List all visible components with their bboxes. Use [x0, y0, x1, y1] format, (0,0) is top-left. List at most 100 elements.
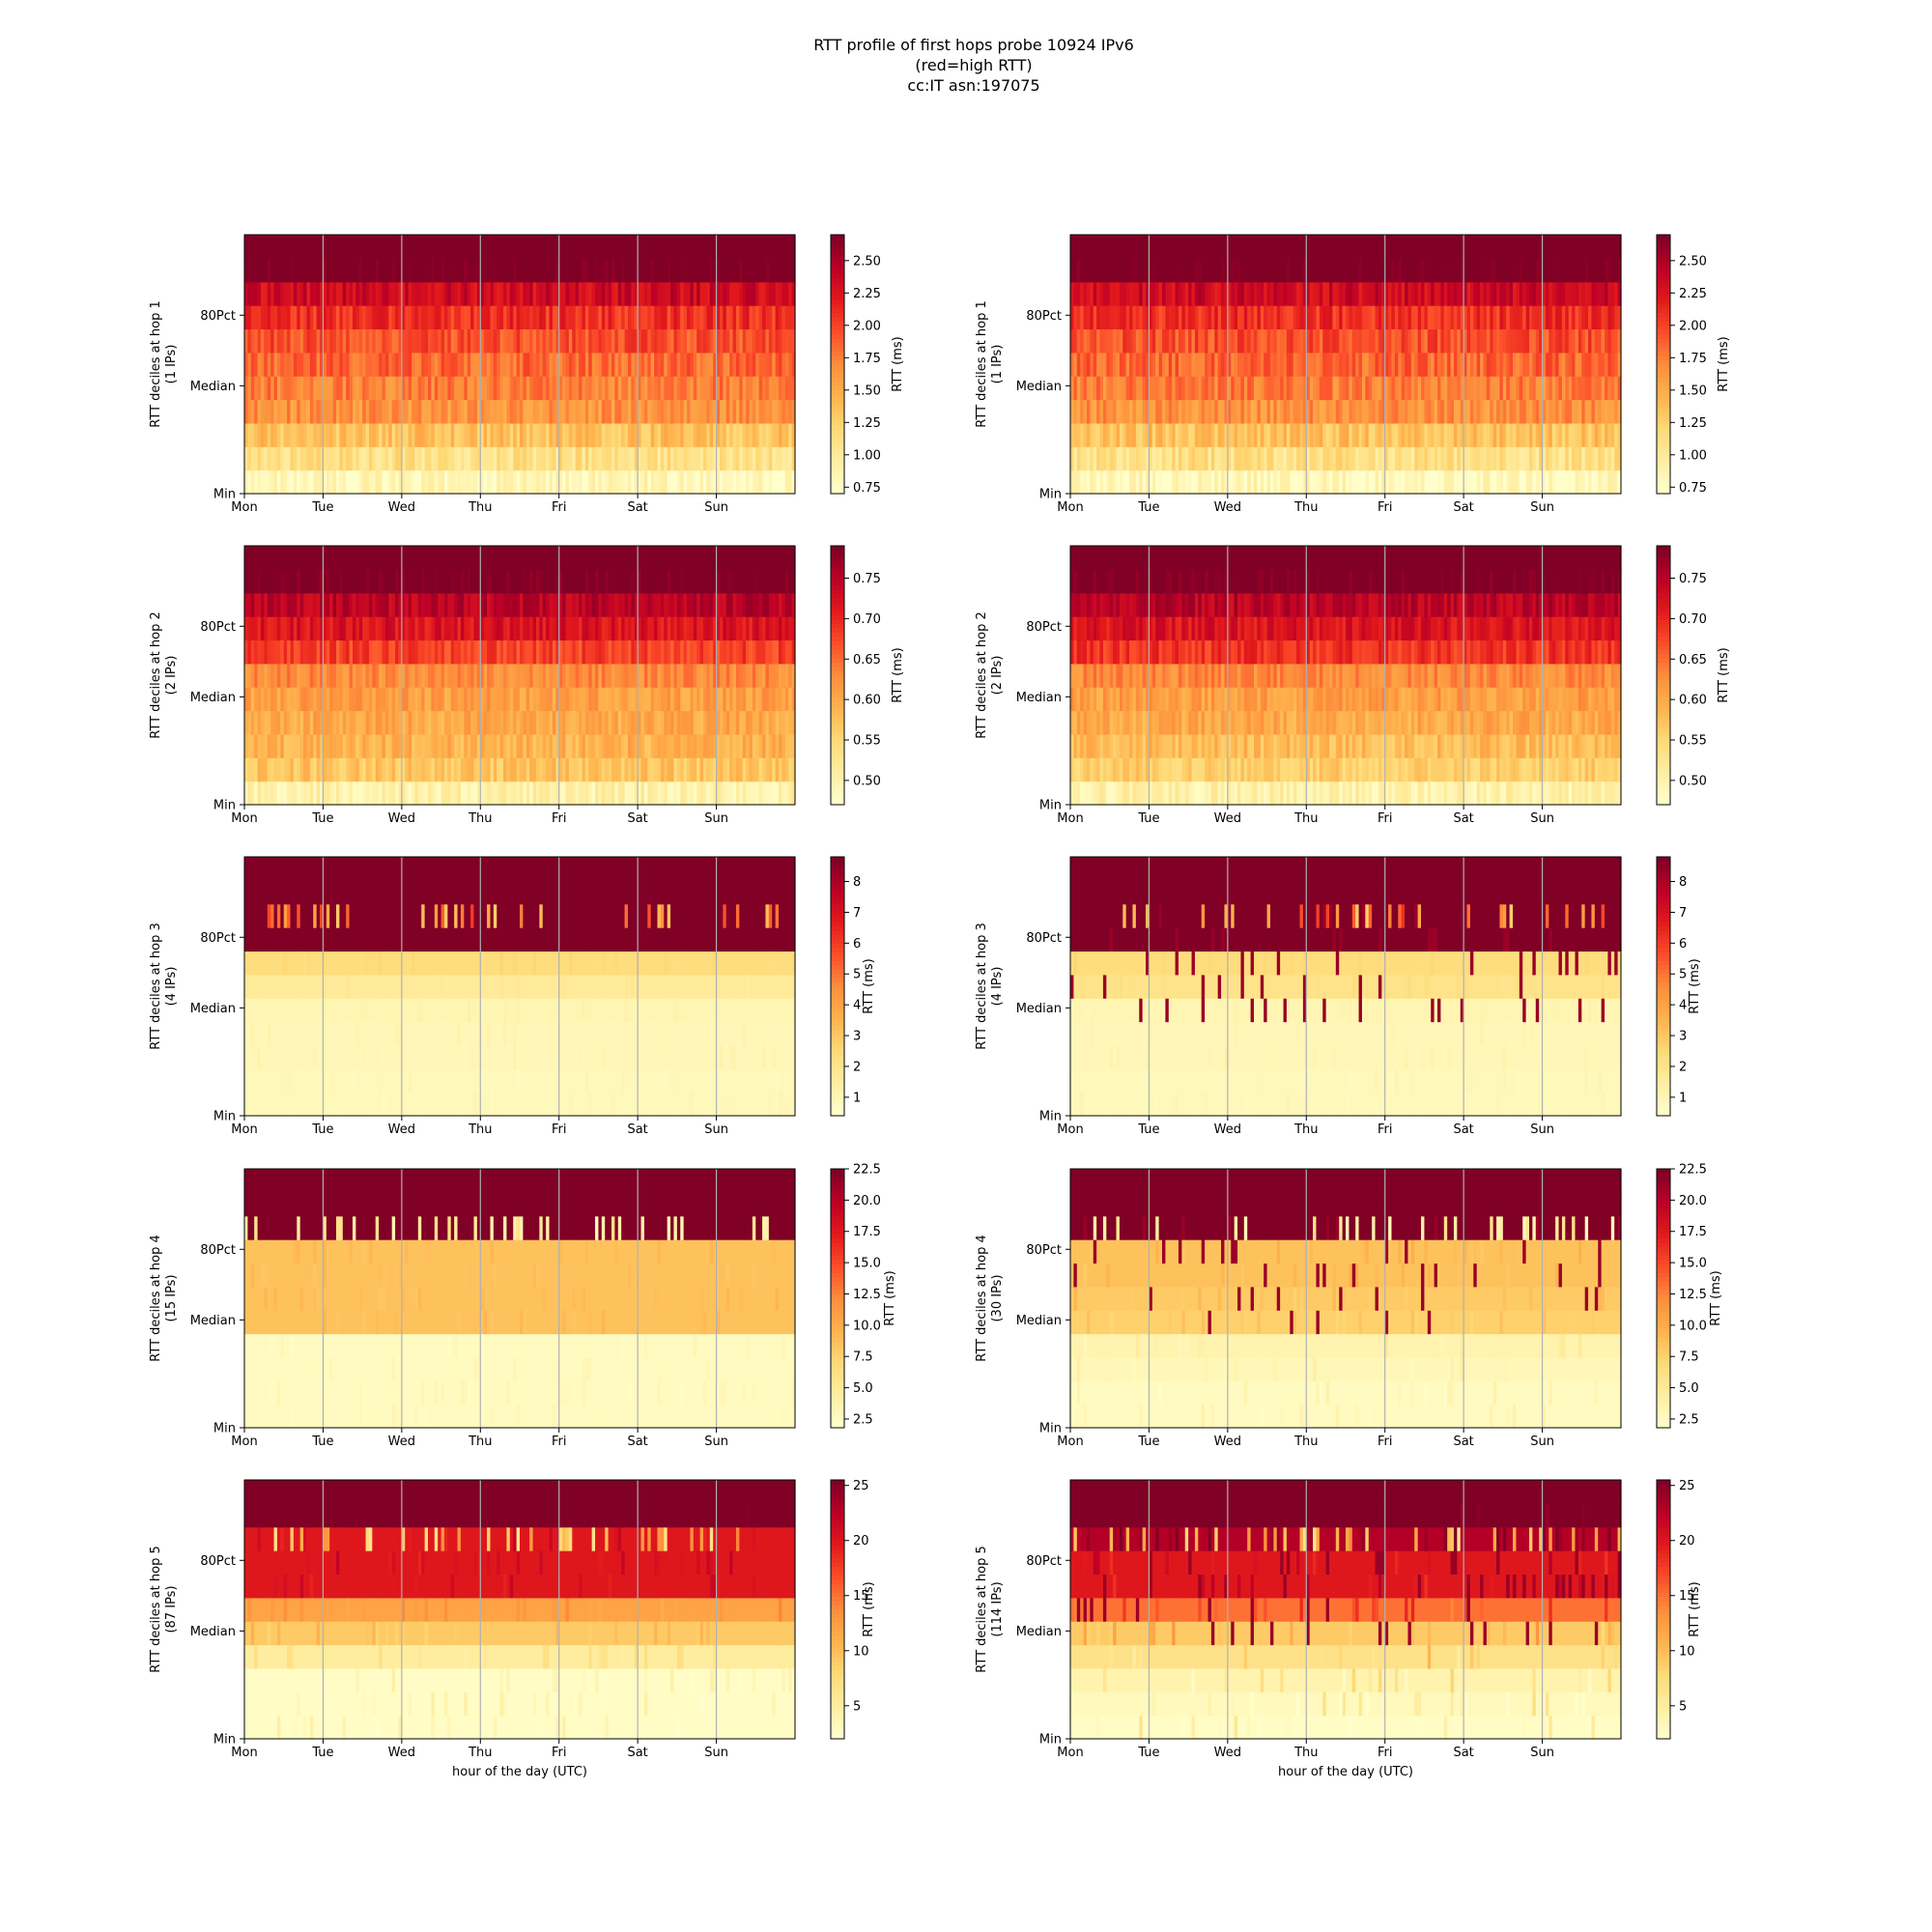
heatmap-cell — [1316, 376, 1320, 400]
heatmap-cell — [1614, 376, 1618, 400]
heatmap-cell — [294, 282, 298, 306]
colorbar-segment — [831, 441, 844, 446]
colorbar-segment — [1657, 273, 1670, 278]
colorbar-segment — [831, 287, 844, 292]
heatmap-cell — [1202, 376, 1206, 400]
heatmap-cell — [1532, 235, 1536, 259]
heatmap-cell — [454, 687, 458, 711]
heatmap-cell — [294, 593, 298, 617]
heatmap-cell — [1614, 470, 1618, 495]
heatmap-cell — [1235, 470, 1238, 495]
heatmap-cell — [1096, 446, 1100, 470]
heatmap-cell — [490, 546, 494, 570]
heatmap-cell — [592, 400, 596, 424]
heatmap-cell — [317, 546, 321, 570]
heatmap-cell — [684, 305, 688, 329]
heatmap-cell — [468, 757, 471, 781]
heatmap-cell — [776, 470, 780, 495]
heatmap-cell — [788, 282, 792, 306]
colorbar-segment — [831, 252, 844, 257]
heatmap-cell — [1555, 376, 1559, 400]
heatmap-cell — [1339, 423, 1343, 447]
heatmap-cell — [1555, 353, 1559, 377]
heatmap-cell — [536, 687, 540, 711]
heatmap-cell — [329, 400, 333, 424]
heatmap-cell — [1087, 400, 1091, 424]
heatmap-cell — [673, 376, 677, 400]
heatmap-cell — [720, 282, 724, 306]
heatmap-cell — [270, 400, 274, 424]
heatmap-cell — [582, 376, 585, 400]
heatmap-cell — [1155, 446, 1159, 470]
heatmap-cell — [513, 569, 517, 593]
heatmap-cell — [1326, 235, 1330, 259]
heatmap-cell — [329, 235, 333, 259]
x-tick-label: Mon — [1057, 500, 1083, 515]
heatmap-cell — [294, 687, 298, 711]
heatmap-cell — [1532, 353, 1536, 377]
heatmap-cell — [454, 328, 458, 353]
heatmap-cell — [1454, 328, 1458, 353]
heatmap-cell — [444, 593, 448, 617]
heatmap-cell — [729, 328, 733, 353]
heatmap-cell — [261, 593, 265, 617]
colorbar-segment — [1657, 364, 1670, 369]
heatmap-cell — [1407, 470, 1411, 495]
heatmap-cell — [1132, 353, 1136, 377]
heatmap-cell — [696, 400, 700, 424]
heatmap-cell — [706, 423, 710, 447]
colorbar-segment — [831, 446, 844, 451]
heatmap-cell — [614, 328, 618, 353]
y-axis-label: RTT deciles at hop 1 — [149, 300, 163, 427]
heatmap-cell — [1522, 305, 1526, 329]
heatmap-cell — [339, 664, 343, 688]
heatmap-cell — [385, 423, 389, 447]
heatmap-cell — [1395, 328, 1399, 353]
heatmap-cell — [1087, 258, 1091, 282]
heatmap-cell — [1362, 376, 1366, 400]
heatmap-cell — [1211, 376, 1215, 400]
heatmap-cell — [614, 376, 618, 400]
heatmap-cell — [247, 446, 251, 470]
colorbar-tick-label: 1.00 — [1679, 448, 1707, 463]
heatmap-cell — [247, 616, 251, 640]
heatmap-cell — [468, 446, 471, 470]
heatmap-cell — [362, 687, 366, 711]
colorbar-segment — [1657, 476, 1670, 481]
heatmap-cell — [409, 258, 412, 282]
heatmap-cell — [362, 616, 366, 640]
heatmap-cell — [1362, 282, 1366, 306]
heatmap-cell — [1326, 282, 1330, 306]
heatmap-cell — [1188, 376, 1192, 400]
colorbar-tick-label: 2.50 — [1679, 254, 1707, 269]
colorbar-segment — [831, 329, 844, 334]
heatmap-cell — [1087, 423, 1091, 447]
heatmap-cell — [362, 376, 366, 400]
heatmap-cell — [353, 282, 356, 306]
heatmap-cell — [1546, 423, 1549, 447]
colorbar-segment — [831, 355, 844, 360]
heatmap-cell — [1555, 235, 1559, 259]
heatmap-cell — [444, 353, 448, 377]
x-tick-label: Thu — [1293, 500, 1318, 515]
heatmap-cell — [1155, 400, 1159, 424]
heatmap-cell — [362, 664, 366, 688]
heatmap-cell — [1132, 305, 1136, 329]
heatmap-cell — [1510, 353, 1514, 377]
heatmap-cell — [1454, 235, 1458, 259]
heatmap-cell — [317, 687, 321, 711]
heatmap-cell — [1073, 258, 1077, 282]
heatmap-cell — [329, 446, 333, 470]
heatmap-cell — [673, 305, 677, 329]
heatmap-cell — [454, 616, 458, 640]
heatmap-cell — [1372, 470, 1376, 495]
heatmap-cell — [1235, 305, 1238, 329]
heatmap-cell — [500, 328, 504, 353]
heatmap-cell — [1614, 328, 1618, 353]
heatmap-cell — [1270, 470, 1274, 495]
heatmap-cell — [362, 400, 366, 424]
heatmap-cell — [1235, 446, 1238, 470]
heatmap-cell — [306, 423, 310, 447]
heatmap-cell — [1165, 235, 1169, 259]
heatmap-cell — [339, 781, 343, 806]
